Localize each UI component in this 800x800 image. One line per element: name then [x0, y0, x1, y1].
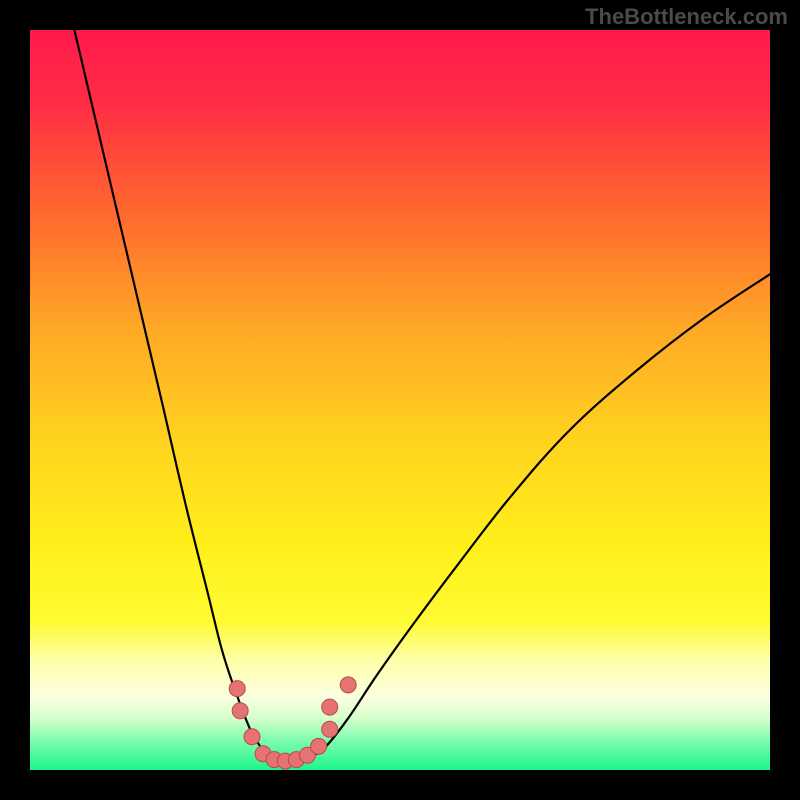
gradient-background — [30, 30, 770, 770]
chart-frame: TheBottleneck.com — [0, 0, 800, 800]
watermark-text: TheBottleneck.com — [585, 4, 788, 30]
plot-area — [30, 30, 770, 770]
